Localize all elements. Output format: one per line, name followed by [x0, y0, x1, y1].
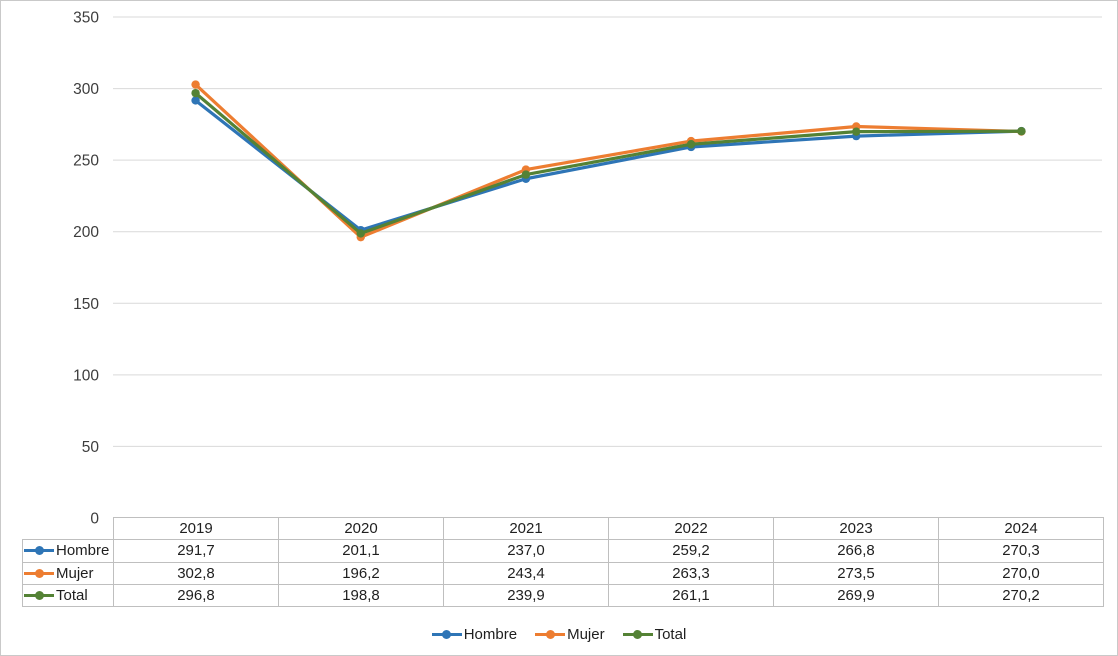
- data-point-marker: [1017, 127, 1026, 136]
- table-cell: 201,1: [278, 539, 444, 563]
- table-header-row: 2019 2020 2021 2022 2023 2024: [23, 516, 1104, 541]
- table-cell: 270,2: [938, 583, 1104, 608]
- legend-item-total: Total: [622, 626, 687, 643]
- data-point-marker: [191, 88, 200, 98]
- data-point-marker: [191, 80, 200, 89]
- hombre-series-marker-icon: [24, 546, 54, 556]
- legend-label: Hombre: [463, 626, 518, 643]
- table-cell: 261,1: [608, 583, 774, 608]
- table-cell: 263,3: [608, 561, 774, 585]
- table-cell: 302,8: [113, 561, 279, 585]
- data-point-marker: [356, 229, 365, 238]
- y-axis-tick-label: 300: [73, 81, 99, 98]
- y-axis-tick-label: 100: [73, 367, 99, 384]
- table-cell: 243,4: [443, 561, 609, 585]
- table-row-total: Total 296,8 198,8 239,9 261,1 269,9 270,…: [22, 583, 1104, 608]
- year-column-header: 2019: [113, 516, 279, 541]
- total-legend-marker-icon: [622, 630, 653, 639]
- mujer-series-marker-icon: [24, 568, 54, 578]
- year-column-header: 2020: [278, 516, 444, 541]
- y-axis-tick-label: 250: [73, 153, 99, 170]
- table-row-hombre: Hombre 291,7 201,1 237,0 259,2 266,8 270…: [22, 539, 1104, 563]
- table-cell: 269,9: [773, 583, 939, 608]
- mujer-legend-marker-icon: [535, 630, 566, 639]
- legend-label: Mujer: [567, 626, 605, 643]
- data-point-marker: [852, 127, 861, 136]
- table-cell: 266,8: [773, 539, 939, 563]
- series-line-hombre: [193, 98, 1024, 232]
- series-label: Mujer: [56, 564, 94, 582]
- series-label: Total: [56, 587, 88, 605]
- year-column-header: 2021: [443, 516, 609, 541]
- y-axis-tick-label: 350: [73, 10, 99, 27]
- total-series-marker-icon: [24, 591, 54, 601]
- table-cell: 259,2: [608, 539, 774, 563]
- data-point-marker: [521, 170, 531, 179]
- table-cell: 270,3: [938, 539, 1104, 563]
- chart-data-table: 2019 2020 2021 2022 2023 2024 Hombre 291…: [22, 516, 1104, 608]
- legend-item-mujer: Mujer: [535, 626, 605, 643]
- table-cell: 296,8: [113, 583, 279, 608]
- year-column-header: 2024: [938, 516, 1104, 541]
- table-cell: 196,2: [278, 561, 444, 585]
- legend-item-hombre: Hombre: [431, 626, 518, 643]
- data-point-marker: [686, 140, 696, 149]
- table-cell: 270,0: [938, 561, 1104, 585]
- hombre-legend-marker-icon: [431, 630, 462, 639]
- series-key-cell-hombre: Hombre: [22, 539, 114, 563]
- year-column-header: 2023: [773, 516, 939, 541]
- table-corner-cell: [23, 518, 114, 540]
- table-cell: 291,7: [113, 539, 279, 563]
- y-axis-tick-label: 150: [73, 296, 99, 313]
- series-line-total: [193, 91, 1024, 236]
- table-cell: 198,8: [278, 583, 444, 608]
- series-key-cell-mujer: Mujer: [22, 561, 114, 585]
- y-axis-tick-label: 50: [82, 439, 100, 456]
- year-column-header: 2022: [608, 516, 774, 541]
- data-point-marker: [191, 96, 200, 105]
- y-axis-tick-label: 0: [90, 511, 99, 528]
- chart-legend: Hombre Mujer Total: [1, 626, 1117, 643]
- series-key-cell-total: Total: [22, 583, 114, 608]
- legend-label: Total: [654, 626, 687, 643]
- table-cell: 239,9: [443, 583, 609, 608]
- y-axis-tick-label: 200: [73, 224, 99, 241]
- table-row-mujer: Mujer 302,8 196,2 243,4 263,3 273,5 270,…: [22, 561, 1104, 585]
- series-label: Hombre: [56, 542, 110, 560]
- table-cell: 237,0: [443, 539, 609, 563]
- table-cell: 273,5: [773, 561, 939, 585]
